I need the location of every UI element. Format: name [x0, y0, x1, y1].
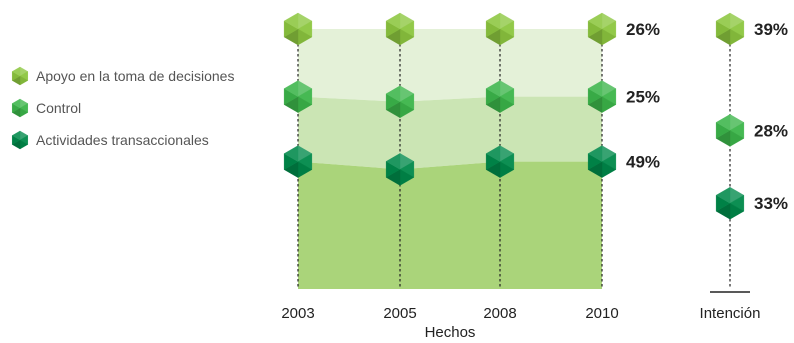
- marker-control: [485, 80, 515, 113]
- legend-entry: Apoyo en la toma de decisiones: [36, 68, 234, 84]
- intention-value-label: 33%: [754, 194, 788, 213]
- x-tick-label: 2003: [281, 305, 314, 322]
- marker-control: [587, 80, 617, 113]
- marker-decisions: [485, 12, 515, 46]
- intention-marker: [715, 114, 745, 147]
- legend-entry: Actividades transaccionales: [36, 132, 209, 148]
- x-tick-label: 2005: [383, 305, 416, 322]
- band-transactional: [298, 161, 602, 289]
- legend-entry: Control: [36, 100, 81, 116]
- intention-label: Intención: [700, 305, 761, 322]
- marker-control: [385, 85, 415, 119]
- legend-swatch: [11, 130, 29, 150]
- intention-marker: [715, 186, 745, 220]
- end-label: 49%: [626, 153, 660, 172]
- intention-marker: [715, 12, 745, 46]
- area-bands: [298, 29, 602, 289]
- band-decisions: [298, 29, 602, 102]
- x-tick-label: 2010: [585, 305, 618, 322]
- x-axis: 2003 2005 2008 2010 Hechos: [281, 305, 618, 341]
- intention-column: 33% 28% 39% Intención: [700, 12, 788, 322]
- marker-transactional: [385, 153, 415, 186]
- data-markers: [283, 12, 617, 186]
- intention-value-label: 28%: [754, 121, 788, 140]
- marker-decisions: [385, 12, 415, 46]
- legend: Apoyo en la toma de decisiones Control Act…: [11, 66, 234, 150]
- marker-transactional: [485, 145, 515, 178]
- end-labels: 49% 25% 26%: [626, 20, 660, 172]
- legend-swatch: [11, 98, 29, 118]
- x-axis-label: Hechos: [425, 324, 476, 341]
- marker-decisions: [283, 12, 313, 46]
- marker-transactional: [587, 145, 617, 178]
- band-control: [298, 96, 602, 170]
- end-label: 26%: [626, 20, 660, 39]
- marker-decisions: [587, 12, 617, 46]
- x-tick-label: 2008: [483, 305, 516, 322]
- end-label: 25%: [626, 88, 660, 107]
- marker-control: [283, 80, 313, 113]
- marker-transactional: [283, 145, 313, 178]
- intention-value-label: 39%: [754, 20, 788, 39]
- legend-swatch: [11, 66, 29, 86]
